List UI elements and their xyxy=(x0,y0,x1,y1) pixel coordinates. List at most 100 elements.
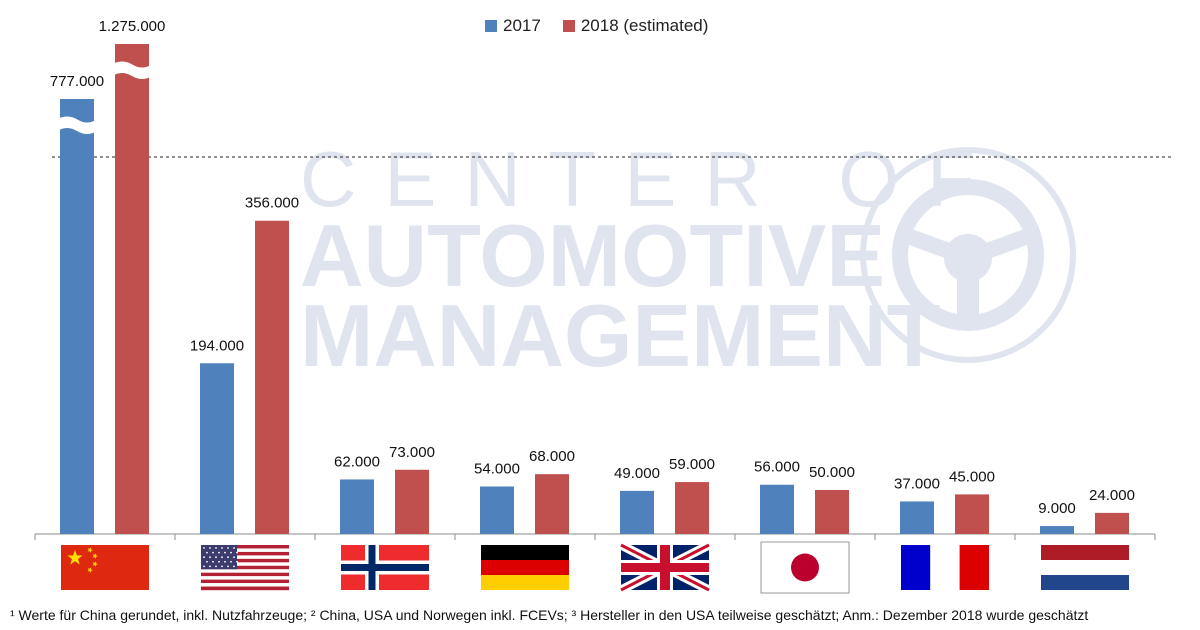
bar-2018 xyxy=(395,469,429,534)
data-label: 9.000 xyxy=(1038,500,1076,517)
data-label: 49.000 xyxy=(614,465,660,482)
bar-2017 xyxy=(60,99,94,534)
legend-item-2018: 2018 (estimated) xyxy=(562,16,709,36)
flag-star xyxy=(209,556,211,559)
flag-star xyxy=(215,565,217,568)
bar-2017 xyxy=(200,363,234,534)
flag-star xyxy=(209,565,211,568)
flag-cross-red xyxy=(621,563,709,572)
data-label: 73.000 xyxy=(389,444,435,461)
flag-star xyxy=(203,556,205,559)
flag-star xyxy=(92,553,98,559)
flag-star xyxy=(233,556,235,559)
bar-2018 xyxy=(1095,512,1129,534)
flag-japan-icon xyxy=(760,541,850,594)
flag-stripe xyxy=(959,545,989,590)
footnote: ¹ Werte für China gerundet, inkl. Nutzfa… xyxy=(10,607,1089,623)
watermark-line-2: AUTOMOTIVE xyxy=(300,206,886,305)
data-label: 56.000 xyxy=(754,459,800,476)
flag-star xyxy=(215,547,217,549)
data-label: 1.275.000 xyxy=(99,18,166,35)
data-label: 62.000 xyxy=(334,453,380,470)
data-label: 68.000 xyxy=(529,448,575,465)
flag-stripe xyxy=(201,569,289,573)
data-label: 777.000 xyxy=(50,73,104,90)
bar-2017 xyxy=(900,501,934,534)
flag-stripe xyxy=(481,560,569,575)
flag-star xyxy=(227,547,229,549)
flag-star xyxy=(209,547,211,549)
flag-star xyxy=(87,567,93,573)
flag-stripe xyxy=(201,548,289,553)
legend-swatch-2017 xyxy=(485,20,497,32)
axis-break-marker xyxy=(111,61,153,79)
bar-2017 xyxy=(760,484,794,534)
flag-star xyxy=(67,550,83,565)
seal-outer-ring xyxy=(860,147,1076,363)
data-label: 54.000 xyxy=(474,460,520,477)
bar-2017 xyxy=(480,486,514,534)
bar-2018 xyxy=(815,490,849,534)
flag-stripe xyxy=(481,545,569,560)
break-wave xyxy=(56,116,98,126)
flag-stripe xyxy=(1041,560,1129,575)
flag-star xyxy=(87,547,93,553)
flag-star xyxy=(218,560,220,563)
data-label: 45.000 xyxy=(949,468,995,485)
watermark-line-1: CENTER OF xyxy=(300,135,1003,223)
watermark-line-3: MANAGEMENT xyxy=(300,286,941,385)
legend-swatch-2018 xyxy=(562,20,575,32)
axis-break-marker xyxy=(56,116,98,134)
flag-star xyxy=(215,556,217,559)
flag-norway-icon xyxy=(341,545,429,590)
flag-field xyxy=(61,545,149,590)
flag-star xyxy=(233,547,235,549)
bar-2018 xyxy=(535,474,569,534)
flag-star xyxy=(230,551,232,554)
flag-stripe xyxy=(201,565,289,570)
flag-stripe xyxy=(1041,545,1129,560)
flag-star xyxy=(233,565,235,568)
flag-star xyxy=(206,560,208,563)
flag-france-icon xyxy=(901,545,989,590)
bar-2017 xyxy=(1040,526,1074,534)
flag-stripe xyxy=(201,576,289,580)
bar-2018 xyxy=(115,44,149,534)
data-label: 37.000 xyxy=(894,475,940,492)
flag-star xyxy=(206,551,208,554)
flag-star xyxy=(236,551,238,554)
flag-stripe xyxy=(201,558,289,563)
flag-star xyxy=(236,560,238,563)
steering-wheel-rim xyxy=(892,179,1044,331)
legend-label-2018: 2018 (estimated) xyxy=(580,16,709,35)
flag-star xyxy=(203,547,205,549)
bar-2017 xyxy=(620,490,654,534)
flag-star xyxy=(212,551,214,554)
data-label: 59.000 xyxy=(669,456,715,473)
flag-stripe xyxy=(201,545,289,549)
flag-germany-icon xyxy=(481,545,569,590)
data-label: 50.000 xyxy=(809,464,855,481)
flag-stripe xyxy=(201,586,289,591)
flag-netherlands-icon xyxy=(1041,545,1129,590)
flag-usa-icon xyxy=(201,545,289,591)
flag-stripe xyxy=(1041,575,1129,590)
break-wave xyxy=(111,61,153,71)
flag-star xyxy=(212,560,214,563)
flag-uk-icon xyxy=(618,540,712,595)
flag-star xyxy=(227,565,229,568)
flag-star xyxy=(221,556,223,559)
chart-legend: 2017 2018 (estimated) xyxy=(485,16,708,36)
flag-star xyxy=(230,560,232,563)
data-label: 194.000 xyxy=(190,337,244,354)
flag-stripe xyxy=(201,583,289,587)
flag-stripe xyxy=(901,545,931,590)
flag-stripe xyxy=(201,562,289,566)
bar-2018 xyxy=(675,482,709,534)
legend-label-2017: 2017 xyxy=(503,16,541,35)
bar-2018 xyxy=(255,220,289,534)
flag-star xyxy=(218,551,220,554)
flag-stripe xyxy=(201,579,289,584)
legend-item-2017: 2017 xyxy=(485,16,541,36)
